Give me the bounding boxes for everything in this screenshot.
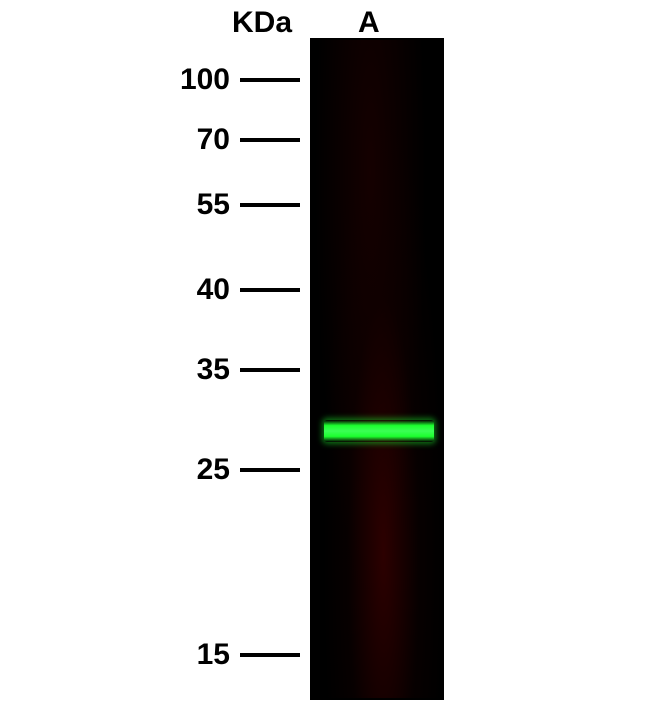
- marker-tick: [240, 468, 300, 472]
- marker-tick: [240, 653, 300, 657]
- blot-band: [324, 420, 434, 442]
- blot-figure: KDa A 100 70 55 40 35 25 15: [0, 0, 650, 712]
- lane-noise-overlay: [312, 40, 442, 698]
- marker-tick: [240, 288, 300, 292]
- marker-label: 15: [197, 638, 230, 672]
- lane-a: [310, 38, 444, 700]
- unit-label: KDa: [232, 6, 292, 40]
- marker-tick: [240, 138, 300, 142]
- marker-label: 100: [180, 63, 230, 97]
- marker-label: 35: [197, 353, 230, 387]
- marker-tick: [240, 78, 300, 82]
- marker-label: 40: [197, 273, 230, 307]
- marker-label: 55: [197, 188, 230, 222]
- marker-label: 70: [197, 123, 230, 157]
- marker-tick: [240, 368, 300, 372]
- lane-header: A: [358, 6, 380, 40]
- marker-label: 25: [197, 453, 230, 487]
- marker-tick: [240, 203, 300, 207]
